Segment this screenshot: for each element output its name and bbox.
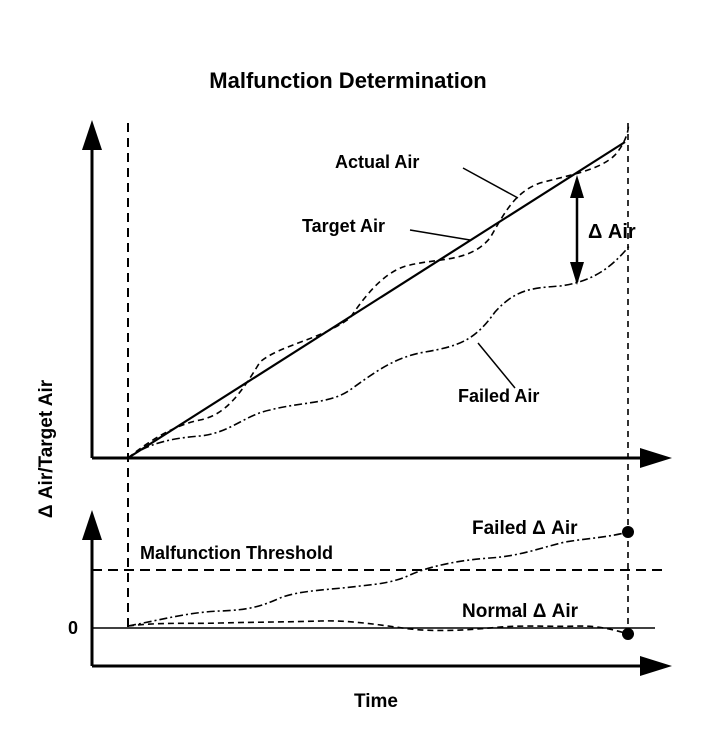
upper-x-axis-arrow bbox=[640, 448, 672, 468]
actual-air-leader bbox=[462, 167, 519, 199]
normal-delta-air-curve bbox=[127, 620, 629, 635]
failed-delta-air-endpoint bbox=[622, 526, 634, 538]
upper-y-axis-arrow bbox=[82, 120, 102, 150]
zero-tick-label: 0 bbox=[68, 618, 78, 638]
normal-delta-air-endpoint bbox=[622, 628, 634, 640]
delta-air-arrow-down bbox=[570, 262, 584, 285]
failed-delta-air-curve bbox=[127, 531, 629, 627]
failed-air-curve bbox=[127, 244, 631, 459]
delta-air-arrow-up bbox=[570, 175, 584, 198]
target-air-label: Target Air bbox=[302, 216, 385, 236]
normal-delta-air-label: Normal Δ Air bbox=[462, 601, 579, 622]
actual-air-label: Actual Air bbox=[335, 152, 419, 172]
failed-air-leader bbox=[477, 342, 516, 389]
x-axis-label: Time bbox=[354, 691, 398, 712]
target-air-line bbox=[127, 141, 626, 459]
diagram-title: Malfunction Determination bbox=[209, 68, 486, 93]
lower-x-axis-arrow bbox=[640, 656, 672, 676]
actual-air-curve bbox=[127, 122, 630, 459]
y-axis-label: Δ Air/Target Air bbox=[36, 379, 57, 518]
lower-y-axis-arrow bbox=[82, 510, 102, 540]
target-air-leader bbox=[409, 229, 471, 241]
delta-air-label: Δ Air bbox=[588, 221, 636, 243]
failed-air-label: Failed Air bbox=[458, 386, 539, 406]
failed-delta-air-label: Failed Δ Air bbox=[472, 518, 578, 539]
malfunction-threshold-label: Malfunction Threshold bbox=[140, 543, 333, 563]
